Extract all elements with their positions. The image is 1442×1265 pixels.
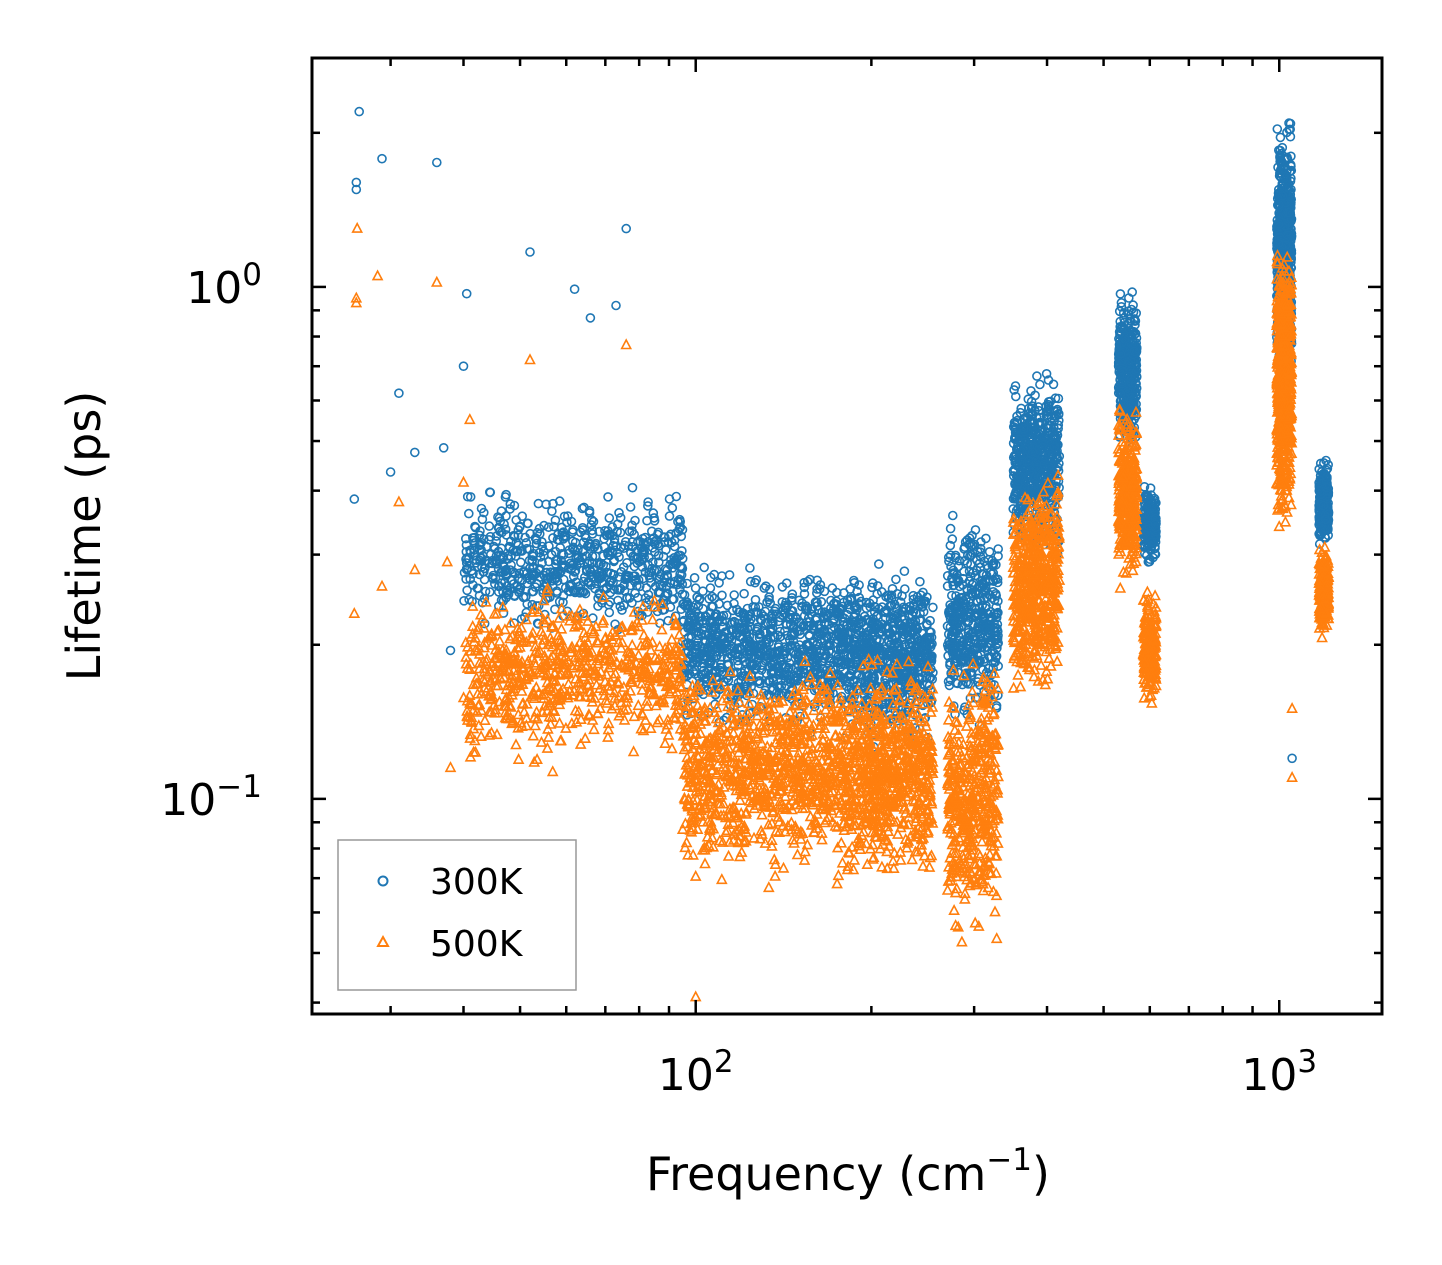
data-point-300k xyxy=(625,502,636,512)
data-point-300k xyxy=(548,533,558,543)
data-point-300k xyxy=(462,491,473,502)
data-point-300k xyxy=(671,491,682,502)
data-point-300k xyxy=(548,498,558,509)
data-point-300k xyxy=(653,557,664,567)
data-point-300k xyxy=(642,501,653,511)
data-point-300k xyxy=(556,522,567,533)
data-point-300k xyxy=(465,492,476,502)
data-point-300k xyxy=(643,497,653,507)
data-point-300k xyxy=(598,560,609,570)
data-point-300k xyxy=(614,507,624,518)
data-point-300k xyxy=(610,619,620,630)
data-point-300k xyxy=(567,536,578,547)
data-point-300k xyxy=(603,492,613,502)
data-point-300k xyxy=(568,542,579,553)
data-point-300k xyxy=(505,499,516,509)
data-point-300k xyxy=(604,513,615,523)
data-point-300k xyxy=(641,583,652,593)
data-point-300k xyxy=(673,516,683,527)
data-point-300k xyxy=(552,534,563,545)
data-point-300k xyxy=(614,585,625,595)
data-point-300k xyxy=(577,522,588,533)
data-point-300k xyxy=(484,587,495,597)
data-point-300k xyxy=(663,615,674,626)
data-point-300k xyxy=(537,541,548,552)
data-point-300k xyxy=(484,521,495,531)
data-point-300k xyxy=(622,557,632,568)
data-point-300k xyxy=(480,586,491,597)
data-point-300k xyxy=(519,612,530,623)
data-point-300k xyxy=(640,593,651,603)
data-point-300k xyxy=(515,557,526,568)
data-point-300k xyxy=(463,508,474,519)
data-point-300k xyxy=(537,537,547,547)
data-point-300k xyxy=(479,618,490,629)
data-point-300k xyxy=(476,503,487,514)
data-point-300k xyxy=(593,601,603,611)
data-point-300k xyxy=(484,487,495,498)
data-point-300k xyxy=(485,531,496,542)
data-point-300k xyxy=(562,517,572,528)
data-point-300k xyxy=(667,503,678,513)
data-point-300k xyxy=(559,511,570,522)
data-point-300k xyxy=(659,604,670,615)
data-point-300k xyxy=(545,567,556,578)
data-points xyxy=(348,106,1335,1002)
data-point-300k xyxy=(659,532,670,543)
data-point-300k xyxy=(606,575,617,586)
data-point-300k xyxy=(464,594,474,605)
data-point-300k xyxy=(556,548,567,559)
data-point-300k xyxy=(487,558,497,569)
data-point-300k xyxy=(637,561,648,572)
data-point-300k xyxy=(475,526,485,536)
data-point-300k xyxy=(462,553,472,563)
data-point-300k xyxy=(477,597,488,608)
data-point-300k xyxy=(586,520,597,530)
data-point-300k xyxy=(627,520,637,531)
